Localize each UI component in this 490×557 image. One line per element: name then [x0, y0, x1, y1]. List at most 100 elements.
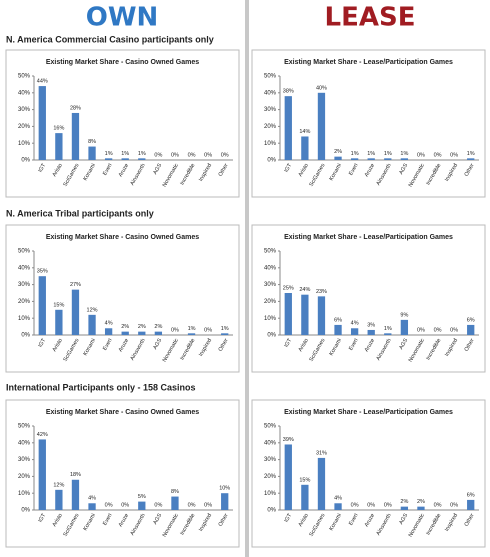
value-label: 2%: [334, 149, 342, 155]
y-tick-label: 0%: [267, 508, 276, 514]
value-label: 0%: [204, 327, 212, 333]
value-label: 0%: [105, 502, 113, 508]
value-label: 10%: [219, 486, 230, 492]
bar: [317, 92, 326, 160]
bar: [88, 314, 96, 335]
bar: [317, 457, 326, 510]
value-label: 0%: [171, 152, 179, 158]
value-label: 39%: [283, 437, 294, 443]
y-tick-label: 30%: [264, 107, 277, 113]
bar: [55, 489, 63, 510]
lease-header: LEASE: [325, 3, 416, 33]
x-tick-label: AGS: [398, 162, 409, 175]
value-label: 0%: [188, 502, 196, 508]
value-label: 2%: [138, 324, 146, 330]
x-tick-label: Everi: [102, 338, 113, 352]
bar: [417, 506, 425, 510]
value-label: 0%: [450, 152, 458, 158]
bar: [367, 158, 375, 160]
value-label: 16%: [53, 126, 64, 132]
bar: [284, 444, 292, 510]
x-tick-label: IGT: [284, 337, 294, 348]
value-label: 14%: [299, 129, 310, 135]
x-tick-label: Everi: [348, 338, 359, 352]
bar: [334, 503, 342, 510]
value-label: 0%: [417, 327, 425, 333]
x-tick-label: Everi: [102, 513, 113, 527]
chart-title: Existing Market Share - Casino Owned Gam…: [46, 59, 199, 66]
section-title: N. America Commercial Casino participant…: [6, 34, 214, 44]
bar: [334, 324, 342, 335]
own-header: OWN: [86, 3, 159, 33]
bar: [400, 319, 409, 335]
bar: [301, 136, 309, 160]
y-tick-label: 20%: [264, 474, 277, 480]
bar: [121, 331, 129, 335]
bar: [284, 96, 292, 160]
y-tick-label: 0%: [267, 158, 276, 164]
bar: [138, 501, 146, 510]
y-tick-label: 20%: [18, 299, 31, 305]
bar: [138, 331, 146, 335]
value-label: 1%: [188, 326, 196, 332]
y-tick-label: 20%: [264, 299, 277, 305]
bar: [171, 496, 179, 510]
x-tick-label: IGT: [38, 337, 48, 348]
y-tick-label: 0%: [21, 508, 30, 514]
bar: [121, 158, 129, 160]
value-label: 0%: [434, 327, 442, 333]
value-label: 40%: [316, 85, 327, 91]
y-tick-label: 20%: [18, 474, 31, 480]
x-tick-label: Everi: [102, 163, 113, 177]
y-tick-label: 40%: [264, 265, 277, 271]
bar: [301, 484, 309, 510]
x-tick-label: Everi: [348, 163, 359, 177]
value-label: 1%: [138, 151, 146, 157]
y-tick-label: 20%: [18, 124, 31, 130]
y-tick-label: 10%: [18, 316, 31, 322]
bar: [384, 158, 392, 160]
bar: [104, 328, 113, 335]
value-label: 1%: [105, 151, 113, 157]
bar: [367, 329, 375, 335]
y-tick-label: 40%: [18, 90, 31, 96]
bar: [221, 333, 229, 335]
bar: [88, 503, 96, 510]
x-tick-label: AGS: [152, 512, 163, 525]
y-tick-label: 50%: [264, 249, 277, 255]
y-tick-label: 30%: [18, 107, 31, 113]
value-label: 0%: [154, 152, 162, 158]
y-tick-label: 40%: [264, 90, 277, 96]
y-tick-label: 50%: [264, 424, 277, 430]
bar: [221, 493, 229, 510]
y-tick-label: 50%: [264, 74, 277, 80]
value-label: 0%: [351, 502, 359, 508]
value-label: 31%: [316, 450, 327, 456]
bar: [71, 479, 80, 510]
bar: [38, 439, 46, 510]
bar: [104, 158, 113, 160]
y-tick-label: 50%: [18, 424, 31, 430]
value-label: 0%: [221, 152, 229, 158]
value-label: 5%: [138, 494, 146, 500]
bar: [334, 156, 342, 160]
value-label: 24%: [299, 287, 310, 293]
value-label: 2%: [154, 324, 162, 330]
value-label: 38%: [283, 89, 294, 95]
x-tick-label: AGS: [398, 512, 409, 525]
x-tick-label: Everi: [348, 513, 359, 527]
chart-title: Existing Market Share - Casino Owned Gam…: [46, 409, 199, 416]
value-label: 0%: [188, 152, 196, 158]
x-tick-label: IGT: [284, 512, 294, 523]
value-label: 8%: [88, 139, 96, 145]
bar: [400, 158, 409, 160]
value-label: 6%: [334, 317, 342, 323]
value-label: 1%: [384, 326, 392, 332]
value-label: 42%: [37, 432, 48, 438]
y-tick-label: 30%: [18, 457, 31, 463]
y-tick-label: 0%: [21, 158, 30, 164]
section-title: International Participants only - 158 Ca…: [6, 382, 196, 392]
bar: [38, 86, 46, 160]
bar: [384, 333, 392, 335]
